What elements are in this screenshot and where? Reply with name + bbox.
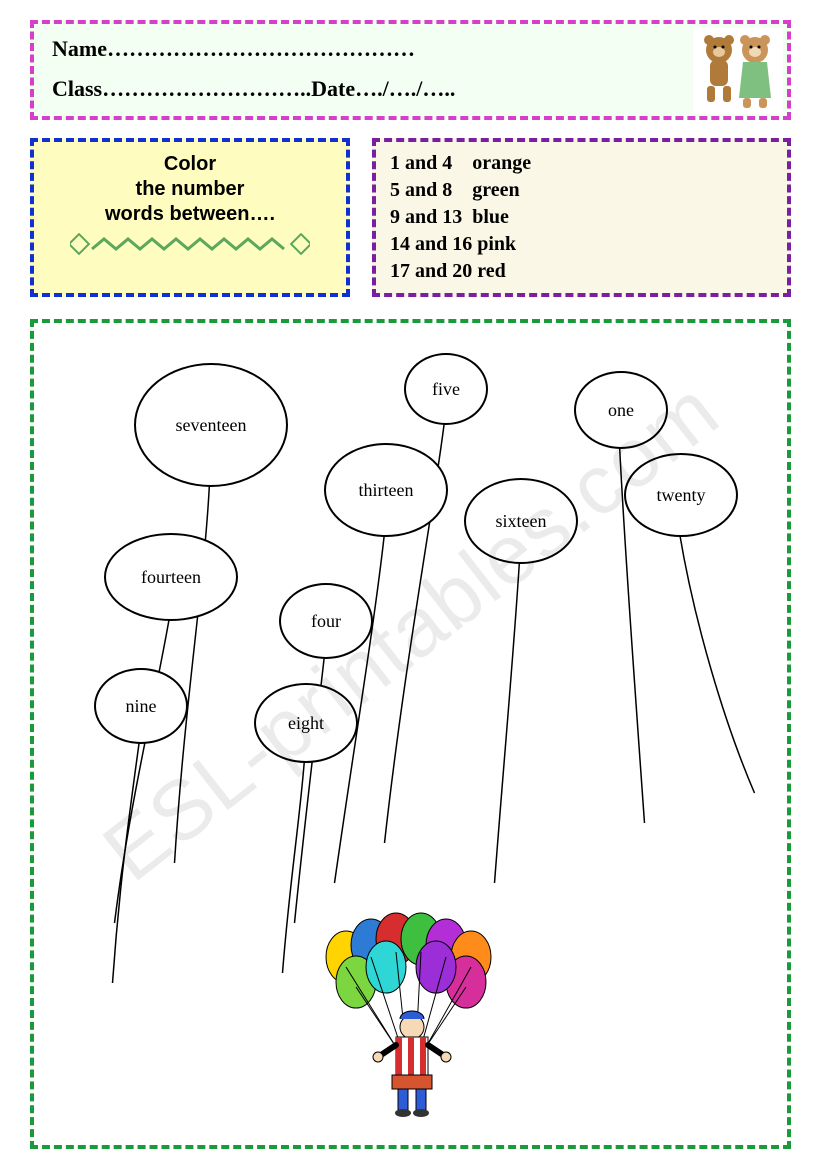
balloon: five [404, 353, 488, 425]
balloon-label: four [279, 583, 373, 659]
instruction-row: Color the number words between…. 1 and 4… [30, 138, 791, 297]
legend-line: 1 and 4 orange [390, 150, 773, 177]
instruction-line-3: words between…. [44, 202, 336, 227]
balloon: seventeen [134, 363, 288, 487]
bears-icon [693, 28, 783, 114]
name-line: Name…………………………………… [52, 36, 769, 62]
legend-line: 17 and 20 red [390, 258, 773, 285]
balloon-label: nine [94, 668, 188, 744]
balloon-label: seventeen [134, 363, 288, 487]
balloon-label: sixteen [464, 478, 578, 564]
class-date-line: Class………………………..Date…./…./….. [52, 76, 769, 102]
balloon: nine [94, 668, 188, 744]
legend-line: 9 and 13 blue [390, 204, 773, 231]
legend-line: 5 and 8 green [390, 177, 773, 204]
balloon-label: fourteen [104, 533, 238, 621]
worksheet-page: Name…………………………………… Class………………………..Date…… [0, 0, 821, 1169]
balloon: one [574, 371, 668, 449]
balloon: thirteen [324, 443, 448, 537]
balloon-label: five [404, 353, 488, 425]
header-box: Name…………………………………… Class………………………..Date…… [30, 20, 791, 120]
balloon-label: eight [254, 683, 358, 763]
balloon: twenty [624, 453, 738, 537]
balloon: eight [254, 683, 358, 763]
balloon-label: thirteen [324, 443, 448, 537]
balloon: four [279, 583, 373, 659]
balloon: sixteen [464, 478, 578, 564]
activity-box: seventeen five one thirteensixteen twenty fou… [30, 319, 791, 1149]
legend-line: 14 and 16 pink [390, 231, 773, 258]
instruction-line-1: Color [44, 152, 336, 177]
balloon-label: one [574, 371, 668, 449]
legend-box: 1 and 4 orange5 and 8 green9 and 13 blue… [372, 138, 791, 297]
instruction-decoration [44, 233, 336, 255]
instruction-line-2: the number [44, 177, 336, 202]
balloon-vendor-icon [296, 897, 526, 1117]
instruction-box: Color the number words between…. [30, 138, 350, 297]
balloon-label: twenty [624, 453, 738, 537]
balloon: fourteen [104, 533, 238, 621]
